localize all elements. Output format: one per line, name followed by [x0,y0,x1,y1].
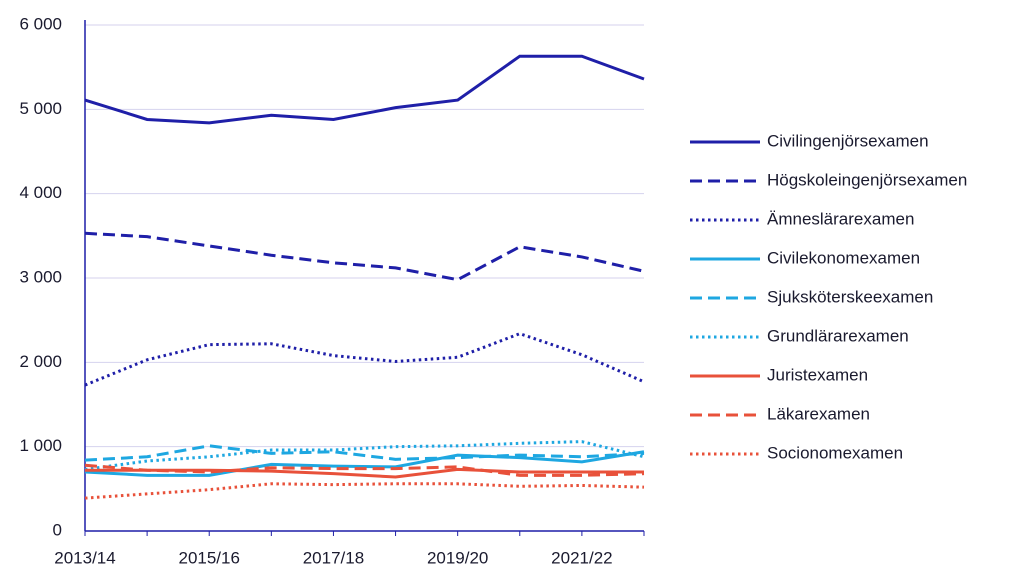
legend-label: Socionomexamen [767,443,903,462]
y-tick-label: 1 000 [19,436,62,455]
y-tick-label: 4 000 [19,183,62,202]
y-tick-label: 5 000 [19,99,62,118]
legend-label: Högskoleingenjörsexamen [767,170,967,189]
legend-label: Sjuksköterskeexamen [767,287,933,306]
legend-label: Civilekonomexamen [767,248,920,267]
series-line [84,54,645,125]
x-tick-label: 2019/20 [427,548,488,567]
x-tick-label: 2021/22 [551,548,612,567]
y-tick-label: 2 000 [19,352,62,371]
series-line [84,332,645,387]
series-line [84,444,645,462]
x-tick-label: 2013/14 [54,548,115,567]
x-tick-label: 2017/18 [303,548,364,567]
legend-label: Juristexamen [767,365,868,384]
series-line [84,482,645,500]
series-line [84,231,645,282]
legend-label: Grundlärarexamen [767,326,909,345]
series-line [84,463,645,477]
legend-label: Ämneslärarexamen [767,209,914,228]
x-tick-label: 2015/16 [178,548,239,567]
y-tick-label: 3 000 [19,267,62,286]
y-tick-label: 6 000 [19,14,62,33]
legend-label: Civilingenjörsexamen [767,131,929,150]
y-tick-label: 0 [53,520,62,539]
series-line [84,450,645,477]
legend-label: Läkarexamen [767,404,870,423]
